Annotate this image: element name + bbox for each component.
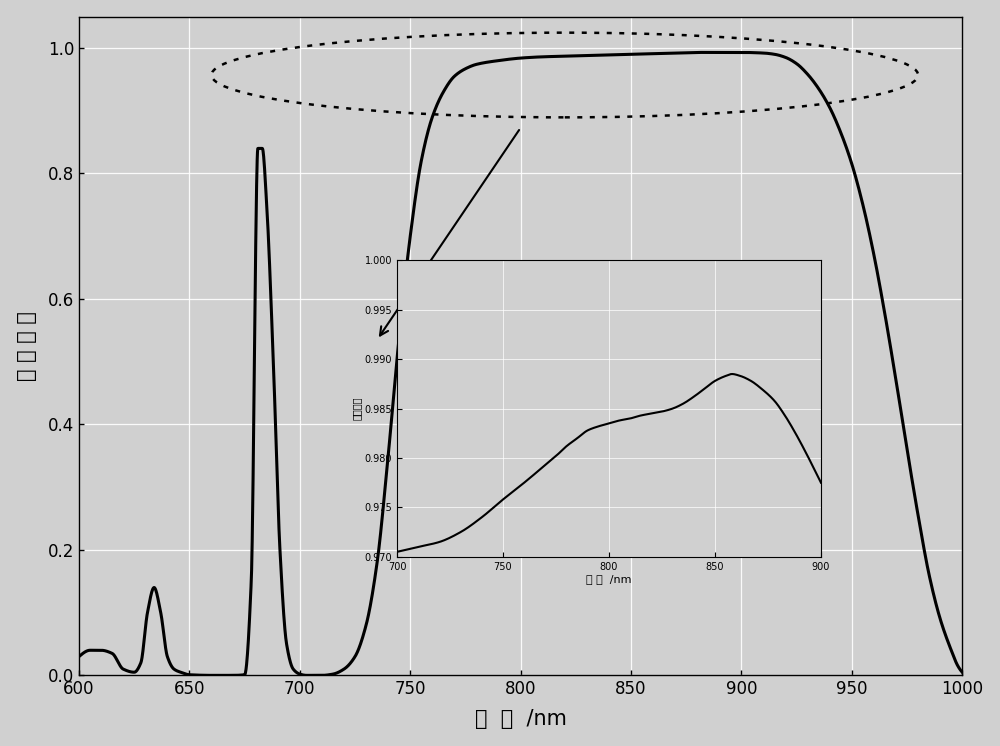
Y-axis label: 衍 射 效 率: 衍 射 效 率 xyxy=(17,311,37,381)
X-axis label: 波  长  /nm: 波 长 /nm xyxy=(475,709,567,730)
